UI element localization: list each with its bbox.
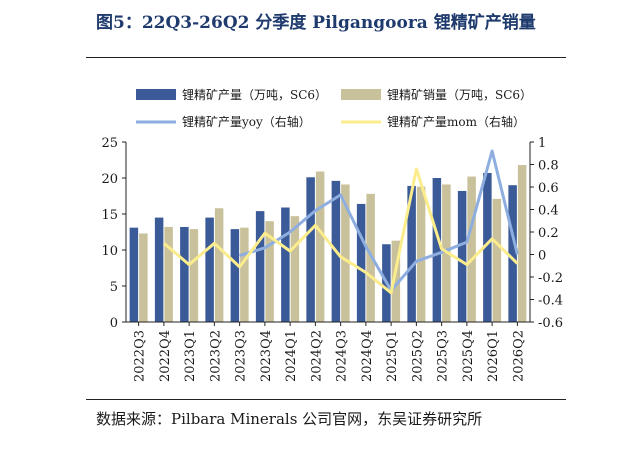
bar-production-2023Q2 [205,217,214,322]
legend-sales-swatch [341,89,381,100]
left-tick-label-15: 15 [101,208,118,223]
bar-sales-2023Q4 [265,221,274,322]
bar-sales-2025Q4 [467,176,476,322]
bar-sales-2026Q2 [517,165,527,322]
left-tick-label-25: 25 [101,136,118,151]
right-tick-label--0.4: -0.4 [538,294,563,309]
right-tick-label-0.8: 0.8 [538,159,559,174]
x-tick-label-2025Q2: 2025Q2 [410,330,425,382]
legend-yoy-label: 锂精矿产量yoy（右轴） [182,114,311,129]
right-tick-label--0.6: -0.6 [538,316,563,331]
bar-production-2025Q2 [407,185,416,322]
right-tick-label-0.4: 0.4 [538,204,559,219]
bar-sales-2024Q4 [366,193,375,322]
x-tick-label-2023Q2: 2023Q2 [208,330,223,382]
x-tick-label-2025Q4: 2025Q4 [461,330,476,382]
x-tick-label-2026Q2: 2026Q2 [511,330,526,382]
x-tick-label-2024Q1: 2024Q1 [284,330,299,382]
bar-production-2025Q3 [432,178,442,322]
bar-production-2026Q1 [483,172,492,322]
legend-mom-label: 锂精矿产量mom（右轴） [387,114,525,129]
bar-production-2022Q4 [154,217,164,322]
bar-sales-2026Q1 [492,198,502,322]
chart-title: 图5：22Q3-26Q2 分季度 Pilgangoora 锂精矿产销量 [96,13,536,33]
bar-sales-2025Q1 [391,240,401,322]
bar-sales-2022Q3 [139,233,148,322]
left-tick-label-10: 10 [101,244,118,259]
right-tick-label-0.6: 0.6 [538,181,559,196]
bar-sales-2023Q1 [189,229,199,322]
left-tick-label-20: 20 [101,172,118,187]
x-tick-label-2022Q4: 2022Q4 [158,330,173,382]
x-tick-label-2023Q4: 2023Q4 [259,330,274,382]
bar-production-2026Q2 [508,185,517,322]
x-tick-label-2025Q1: 2025Q1 [385,330,400,382]
right-tick-label-0: 0 [538,249,546,264]
bar-production-2024Q2 [306,177,315,322]
line-mom [162,167,519,295]
x-tick-label-2024Q4: 2024Q4 [360,330,375,382]
bar-sales-2024Q2 [315,171,325,322]
bar-sales-2025Q2 [416,186,426,322]
x-tick-label-2023Q1: 2023Q1 [183,330,198,382]
legend-production-swatch [136,89,176,100]
bar-production-2022Q3 [129,227,139,322]
legend-sales-label: 锂精矿销量（万吨，SC6） [387,87,532,102]
x-tick-label-2024Q3: 2024Q3 [335,330,350,382]
top-rule [86,57,566,58]
right-tick-label--0.2: -0.2 [538,271,563,286]
bar-sales-2023Q3 [240,227,249,322]
left-tick-label-5: 5 [110,280,118,295]
bar-production-2024Q1 [281,207,290,322]
bar-sales-2023Q2 [214,208,224,322]
bar-production-2023Q1 [180,226,189,322]
bar-sales-2024Q1 [290,216,300,322]
bar-production-2025Q4 [457,190,467,322]
bar-production-2023Q3 [230,229,240,322]
legend-production-label: 锂精矿产量（万吨，SC6） [182,87,327,102]
right-tick-label-1: 1 [538,136,546,151]
x-tick-label-2024Q2: 2024Q2 [309,330,324,382]
bar-production-2023Q4 [255,211,265,322]
x-tick-label-2022Q3: 2022Q3 [133,330,148,382]
right-tick-label-0.2: 0.2 [538,226,559,241]
x-tick-label-2026Q1: 2026Q1 [486,330,501,382]
bottom-rule [86,399,566,400]
bar-sales-2024Q3 [341,184,350,322]
source-note: 数据来源：Pilbara Minerals 公司官网，东吴证券研究所 [96,410,483,428]
x-tick-label-2025Q3: 2025Q3 [436,330,451,382]
x-tick-label-2023Q3: 2023Q3 [234,330,249,382]
bar-sales-2022Q4 [164,226,173,322]
line-yoy [239,149,519,292]
left-tick-label-0: 0 [110,316,118,331]
bar-production-2024Q4 [356,203,366,322]
